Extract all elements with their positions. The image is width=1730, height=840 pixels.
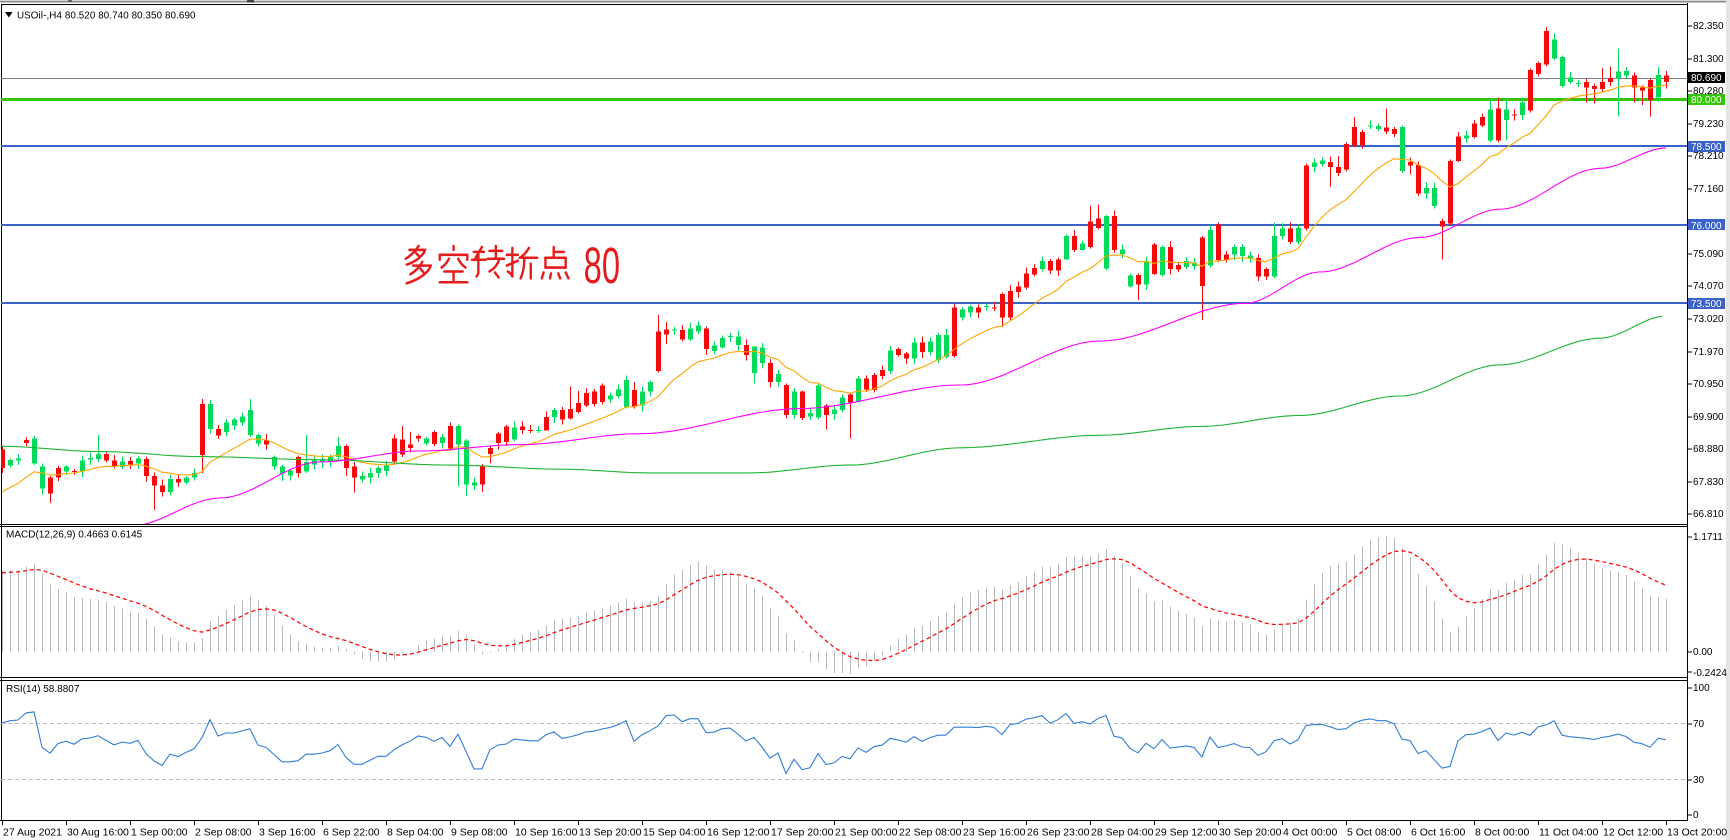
svg-text:13 Oct 20:00: 13 Oct 20:00 xyxy=(1667,827,1727,839)
svg-text:1.1711: 1.1711 xyxy=(1693,532,1723,543)
svg-text:12 Oct 12:00: 12 Oct 12:00 xyxy=(1603,827,1663,839)
svg-text:2 Sep 08:00: 2 Sep 08:00 xyxy=(195,827,252,839)
svg-text:74.070: 74.070 xyxy=(1693,281,1724,292)
svg-text:9 Sep 08:00: 9 Sep 08:00 xyxy=(451,827,508,839)
svg-text:30 Sep 20:00: 30 Sep 20:00 xyxy=(1219,827,1282,839)
svg-text:81.300: 81.300 xyxy=(1693,54,1724,65)
svg-text:73.500: 73.500 xyxy=(1691,299,1722,310)
svg-text:RSI(14) 58.8807: RSI(14) 58.8807 xyxy=(6,684,80,695)
svg-text:28 Sep 04:00: 28 Sep 04:00 xyxy=(1091,827,1154,839)
svg-text:21 Sep 00:00: 21 Sep 00:00 xyxy=(835,827,898,839)
svg-text:1 Sep 00:00: 1 Sep 00:00 xyxy=(131,827,188,839)
svg-text:82.350: 82.350 xyxy=(1693,21,1724,32)
svg-text:23 Sep 16:00: 23 Sep 16:00 xyxy=(963,827,1026,839)
svg-text:17 Sep 20:00: 17 Sep 20:00 xyxy=(771,827,834,839)
svg-text:6 Sep 22:00: 6 Sep 22:00 xyxy=(323,827,380,839)
svg-text:10 Sep 16:00: 10 Sep 16:00 xyxy=(515,827,578,839)
svg-text:8 Sep 04:00: 8 Sep 04:00 xyxy=(387,827,444,839)
svg-text:5 Oct 08:00: 5 Oct 08:00 xyxy=(1347,827,1401,839)
svg-text:8 Oct 00:00: 8 Oct 00:00 xyxy=(1475,827,1529,839)
svg-text:70.950: 70.950 xyxy=(1693,379,1724,390)
svg-text:73.020: 73.020 xyxy=(1693,314,1724,325)
svg-text:78.210: 78.210 xyxy=(1693,151,1724,162)
svg-text:4 Oct 00:00: 4 Oct 00:00 xyxy=(1283,827,1337,839)
svg-text:15 Sep 04:00: 15 Sep 04:00 xyxy=(643,827,706,839)
svg-text:30: 30 xyxy=(1693,775,1705,786)
svg-text:67.830: 67.830 xyxy=(1693,477,1724,488)
svg-text:80: 80 xyxy=(584,238,620,295)
svg-text:13 Sep 20:00: 13 Sep 20:00 xyxy=(579,827,642,839)
svg-text:-0.2424: -0.2424 xyxy=(1693,668,1727,679)
svg-text:27 Aug 2021: 27 Aug 2021 xyxy=(3,827,62,839)
svg-text:69.900: 69.900 xyxy=(1693,412,1724,423)
svg-text:71.970: 71.970 xyxy=(1693,347,1724,358)
svg-text:80.000: 80.000 xyxy=(1691,95,1722,106)
svg-text:75.090: 75.090 xyxy=(1693,249,1724,260)
svg-text:100: 100 xyxy=(1693,683,1710,694)
svg-text:79.230: 79.230 xyxy=(1693,119,1724,130)
svg-text:0.00: 0.00 xyxy=(1693,647,1713,658)
svg-text:80.280: 80.280 xyxy=(1693,86,1724,97)
svg-text:16 Sep 12:00: 16 Sep 12:00 xyxy=(707,827,770,839)
svg-text:78.500: 78.500 xyxy=(1691,142,1722,153)
svg-text:76.000: 76.000 xyxy=(1691,221,1722,232)
svg-text:MACD(12,26,9) 0.4663 0.6145: MACD(12,26,9) 0.4663 0.6145 xyxy=(6,530,143,541)
svg-text:77.160: 77.160 xyxy=(1693,184,1724,195)
svg-text:70: 70 xyxy=(1693,719,1705,730)
svg-text:68.880: 68.880 xyxy=(1693,444,1724,455)
svg-text:0: 0 xyxy=(1693,810,1699,821)
svg-text:6 Oct 16:00: 6 Oct 16:00 xyxy=(1411,827,1465,839)
svg-text:30 Aug 16:00: 30 Aug 16:00 xyxy=(67,827,129,839)
svg-text:11 Oct 04:00: 11 Oct 04:00 xyxy=(1539,827,1599,839)
svg-text:29 Sep 12:00: 29 Sep 12:00 xyxy=(1155,827,1218,839)
svg-text:80.690: 80.690 xyxy=(1691,73,1722,84)
svg-text:26 Sep 23:00: 26 Sep 23:00 xyxy=(1027,827,1090,839)
svg-text:USOil-,H4 80.520 80.740 80.35: USOil-,H4 80.520 80.740 80.350 80.690 xyxy=(17,11,196,22)
svg-text:22 Sep 08:00: 22 Sep 08:00 xyxy=(899,827,962,839)
svg-text:3 Sep 16:00: 3 Sep 16:00 xyxy=(259,827,316,839)
svg-text:66.810: 66.810 xyxy=(1693,509,1724,520)
